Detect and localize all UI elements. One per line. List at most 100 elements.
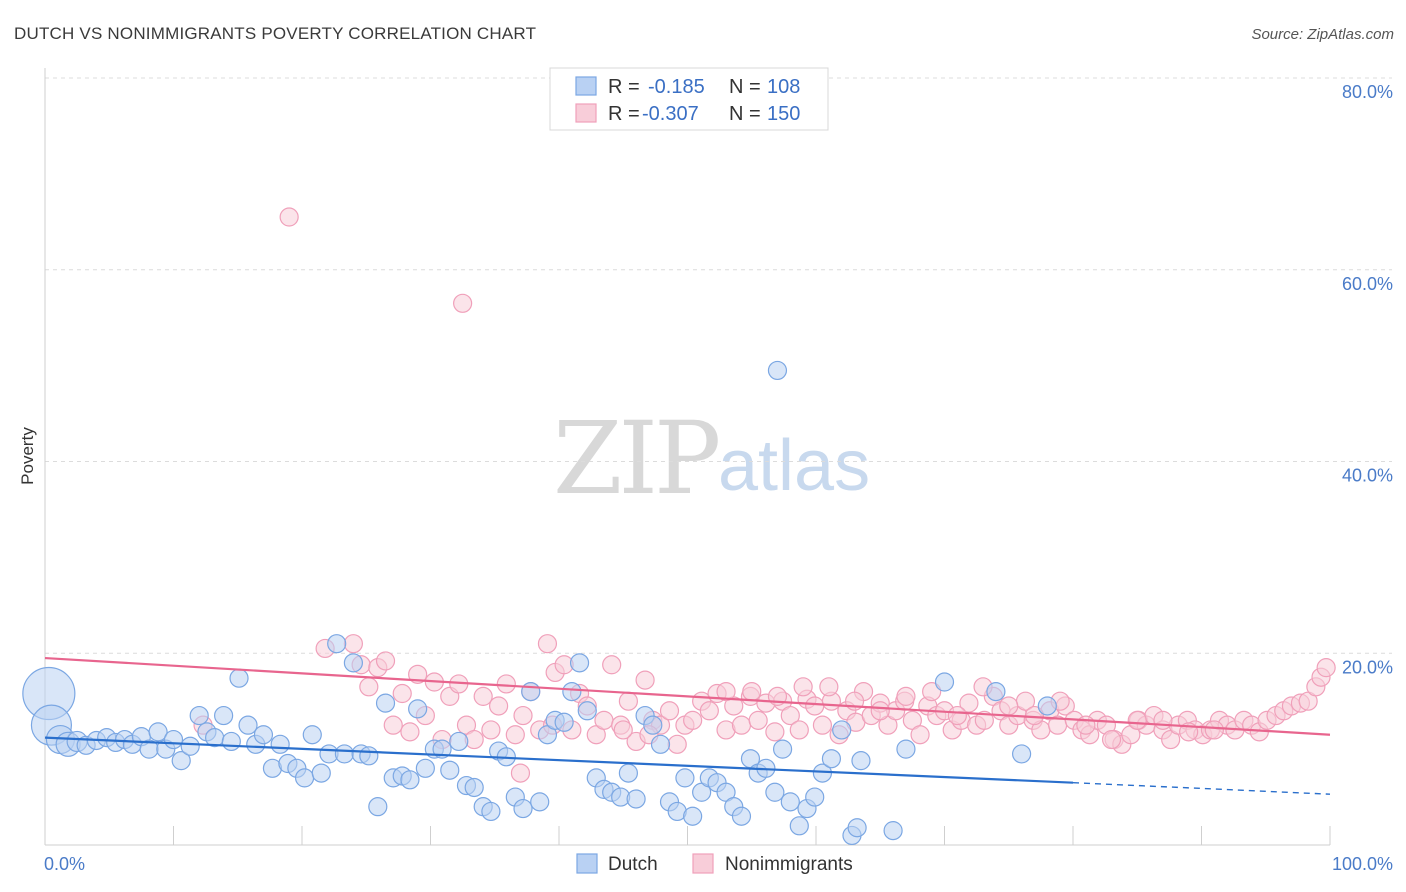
nonimmigrants-r-value: -0.307 [642,103,699,125]
data-point-dutch [618,763,638,783]
legend-nonimmigrants-label: Nonimmigrants [725,854,853,875]
data-point-dutch [569,653,590,673]
data-point-nonimmigrants [947,705,967,726]
data-point-dutch [214,705,234,726]
data-point-nonimmigrants [922,681,942,702]
series-legend: Dutch Nonimmigrants [576,853,853,875]
data-point-nonimmigrants [513,705,533,726]
data-point-dutch [883,821,903,841]
data-point-dutch [270,734,290,754]
data-point-dutch [731,806,752,826]
data-point-dutch [302,725,322,745]
data-point-nonimmigrants [375,651,396,671]
y-tick-label: 40.0% [1342,466,1393,486]
data-point-dutch [832,720,852,740]
data-point-dutch [238,715,258,735]
legend-nonimmigrants-swatch [692,853,714,874]
data-point-dutch [513,798,533,819]
data-point-nonimmigrants [667,734,687,754]
data-point-nonimmigrants [1153,710,1173,730]
data-point-dutch [415,758,435,778]
data-point-dutch [180,736,200,756]
data-point-nonimmigrants [635,670,655,690]
data-point-dutch [229,668,249,688]
data-point-nonimmigrants [279,207,299,227]
data-point-nonimmigrants [392,683,412,704]
data-point-dutch [148,722,168,742]
data-point-nonimmigrants [594,710,614,730]
data-point-dutch [464,777,484,798]
series-nonimmigrants [193,207,1336,783]
y-tick-label: 20.0% [1342,657,1393,677]
data-point-dutch [577,701,597,721]
data-point-nonimmigrants [1316,658,1336,678]
chart-title: DUTCH VS NONIMMIGRANTS POVERTY CORRELATI… [14,24,536,43]
y-axis-label: Poverty [18,427,37,485]
data-point-dutch [847,818,867,838]
data-point-dutch [163,729,184,750]
data-point-dutch [368,797,388,817]
data-point-nonimmigrants [453,293,473,313]
trend-line-nonimmigrants [44,656,1331,736]
trend-line-extension-dutch [1072,781,1331,795]
x-tick-label-min: 0.0% [44,854,85,874]
data-point-dutch [189,705,209,726]
data-point-dutch [772,739,793,759]
data-point-dutch [408,699,428,719]
data-point-nonimmigrants [400,722,420,742]
trend-lines [44,656,1331,795]
trend-line-dutch [44,736,1074,784]
data-point-dutch [449,731,469,752]
data-point-dutch [780,792,800,812]
y-tick-label: 60.0% [1342,274,1393,294]
data-point-dutch [562,681,582,702]
data-point-dutch [334,744,355,764]
y-tick-label: 80.0% [1342,82,1393,102]
data-point-dutch [1037,696,1057,716]
data-point-nonimmigrants [793,677,813,697]
data-point-dutch [683,806,703,826]
data-point-dutch [375,693,396,713]
data-point-dutch [643,715,663,735]
data-point-nonimmigrants [742,681,762,702]
data-point-nonimmigrants [974,710,994,730]
data-point-nonimmigrants [659,701,680,721]
data-point-dutch [294,768,315,788]
data-point-dutch [805,787,825,807]
legend-dutch-label: Dutch [608,854,658,875]
data-point-nonimmigrants [910,725,930,745]
data-point-dutch [650,734,671,754]
data-point-dutch [311,763,331,783]
data-point-dutch [221,731,241,752]
data-point-nonimmigrants [613,720,633,740]
x-tick-labels: 0.0% 100.0% [44,854,1393,874]
data-point-nonimmigrants [765,722,785,742]
data-point-nonimmigrants [805,696,825,716]
data-point-dutch [1011,744,1032,764]
data-point-nonimmigrants [343,634,363,654]
data-point-nonimmigrants [896,686,916,706]
dutch-swatch [575,76,597,96]
watermark-zip: ZIP [553,400,718,517]
data-point-nonimmigrants [408,664,428,684]
data-point-nonimmigrants [870,701,890,721]
grid-lines [45,77,1392,654]
data-point-dutch [171,751,191,771]
x-tick-label-max: 100.0% [1332,854,1393,874]
data-point-nonimmigrants [812,715,833,735]
data-point-nonimmigrants [699,701,719,721]
data-point-dutch [253,725,274,745]
data-point-nonimmigrants [731,715,752,735]
y-tick-labels: 20.0% 40.0% 60.0% 80.0% [1342,82,1393,677]
data-point-dutch [986,681,1006,702]
data-point-nonimmigrants [473,686,493,706]
data-point-dutch [626,789,646,809]
data-points [22,207,1336,846]
data-point-nonimmigrants [602,655,622,675]
data-point-nonimmigrants [537,634,558,654]
data-point-dutch [359,746,379,766]
data-point-nonimmigrants [618,691,638,711]
data-point-nonimmigrants [383,715,403,735]
data-point-dutch [554,712,574,732]
data-point-nonimmigrants [1204,720,1224,740]
